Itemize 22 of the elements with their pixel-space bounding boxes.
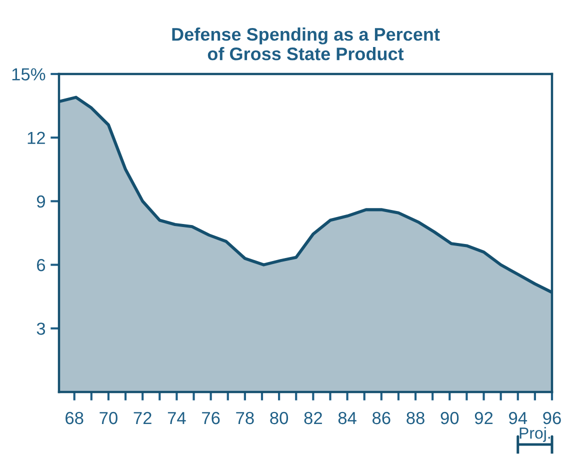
x-tick-label: 82 <box>304 412 322 424</box>
x-tick-label: 74 <box>168 412 186 424</box>
y-tick-label: 6 <box>37 258 46 272</box>
x-tick-label: 96 <box>543 412 561 424</box>
x-tick-label: 70 <box>100 412 118 424</box>
x-tick-label: 72 <box>134 412 152 424</box>
x-tick-label: 80 <box>270 412 288 424</box>
x-tick-label: 90 <box>440 412 459 424</box>
y-tick-label: 3 <box>36 322 46 335</box>
y-tick-label: 9 <box>36 195 45 208</box>
y-tick-label: 15% <box>12 68 46 80</box>
text: Proj. <box>520 427 550 442</box>
x-tick-label: 76 <box>202 412 220 424</box>
x-tick-label: 92 <box>474 412 493 424</box>
y-tick-label: 12 <box>28 132 45 144</box>
x-tick-label: 84 <box>338 412 356 424</box>
x-tick-label: 86 <box>372 412 390 424</box>
x-tick-label: 78 <box>236 412 254 424</box>
chart-title: Defense Spending as a Percent of Gross State Product <box>172 28 440 60</box>
x-tick-label: 68 <box>66 412 84 424</box>
x-tick-label: 88 <box>406 412 424 424</box>
x-tick-label: 94 <box>509 412 528 424</box>
